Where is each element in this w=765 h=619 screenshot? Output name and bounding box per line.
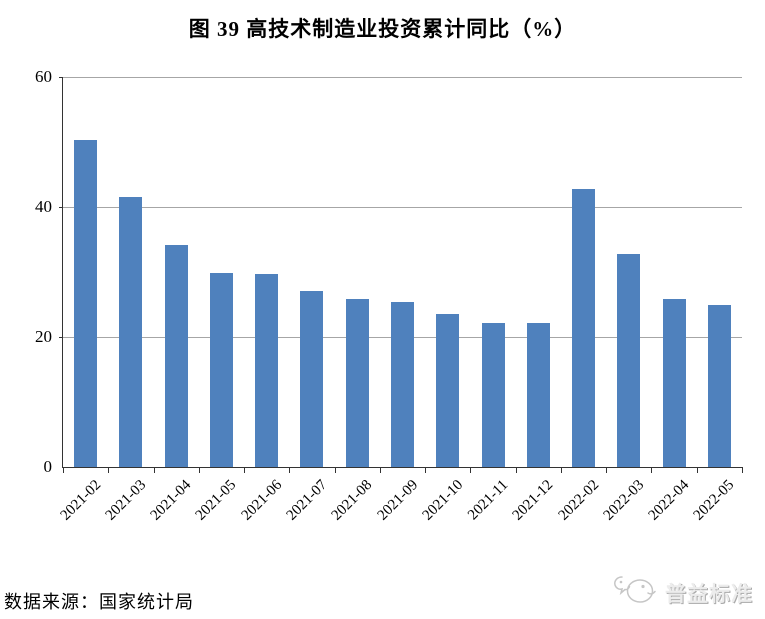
x-axis-tick xyxy=(244,467,246,473)
bar-2021-11 xyxy=(481,322,505,467)
bar-2022-05 xyxy=(707,305,731,467)
x-axis-label-2021-05: 2021-05 xyxy=(193,477,240,524)
bar-2021-03 xyxy=(119,196,143,467)
x-axis-tick xyxy=(742,467,743,473)
y-axis-label-40: 40 xyxy=(35,197,52,216)
x-axis-tick xyxy=(515,467,517,473)
x-axis-tick xyxy=(425,467,427,473)
page-title: 图 39 高技术制造业投资累计同比（%） xyxy=(188,17,577,41)
x-axis-tick xyxy=(651,467,653,473)
x-axis-label-2021-07: 2021-07 xyxy=(283,477,331,524)
x-axis-label-2022-02: 2022-02 xyxy=(555,477,602,524)
x-axis-label-2021-04: 2021-04 xyxy=(147,477,195,524)
x-axis-label-2021-08: 2021-08 xyxy=(328,477,376,524)
x-axis-label-2021-02: 2021-02 xyxy=(57,477,104,524)
y-axis-tick xyxy=(59,337,63,338)
y-axis-label-0: 0 xyxy=(43,457,53,476)
x-axis-tick xyxy=(560,467,562,473)
bar-2021-06 xyxy=(255,273,279,467)
gridline-y40 xyxy=(63,207,742,208)
x-axis-label-2021-03: 2021-03 xyxy=(102,477,150,524)
y-axis-label-60: 60 xyxy=(35,67,52,86)
x-axis-tick xyxy=(153,467,155,473)
x-axis-tick xyxy=(289,467,291,473)
puyi-logo-icon xyxy=(612,572,658,613)
x-axis-label-2021-10: 2021-10 xyxy=(419,477,467,524)
x-axis-label-2021-09: 2021-09 xyxy=(374,477,421,524)
bar-2022-02 xyxy=(572,189,596,467)
x-axis-tick xyxy=(334,467,336,473)
brand-name: 普益标准 xyxy=(665,582,753,606)
x-axis-label-2021-12: 2021-12 xyxy=(509,477,557,524)
y-axis-tick xyxy=(59,207,63,208)
x-axis-tick xyxy=(63,467,64,473)
bar-2021-05 xyxy=(209,272,233,467)
x-axis-tick xyxy=(606,467,608,473)
x-axis-label-2022-04: 2022-04 xyxy=(645,477,693,524)
data-source-note: 数据来源：国家统计局 xyxy=(4,592,194,612)
x-axis-tick xyxy=(198,467,200,473)
x-axis-tick xyxy=(379,467,381,473)
x-axis-tick xyxy=(696,467,698,473)
x-axis-label-2021-06: 2021-06 xyxy=(238,477,286,524)
bar-2021-09 xyxy=(391,301,414,467)
bar-2021-07 xyxy=(300,290,324,467)
plot-area: 0 20 40 60 2021-02 2021-03 2021-04 2021-05 2021-… xyxy=(35,68,743,524)
bar-2021-04 xyxy=(164,244,188,467)
bar-2021-12 xyxy=(526,322,550,467)
x-axis-label-2022-05: 2022-05 xyxy=(691,477,738,524)
x-axis-label-2021-11: 2021-11 xyxy=(465,477,512,524)
brand-watermark: 普益标准 xyxy=(612,572,753,613)
x-axis-tick xyxy=(470,467,472,473)
bar-2021-10 xyxy=(436,314,460,467)
x-axis-tick xyxy=(108,467,110,473)
bar-2021-02 xyxy=(74,140,98,467)
x-axis-label-2022-03: 2022-03 xyxy=(600,477,648,524)
bar-2022-04 xyxy=(662,298,686,467)
y-axis-tick xyxy=(59,77,63,78)
bar-2021-08 xyxy=(345,299,369,467)
bar-2022-03 xyxy=(617,254,641,467)
gridline-y60 xyxy=(63,77,742,78)
y-axis-label-20: 20 xyxy=(35,327,52,346)
